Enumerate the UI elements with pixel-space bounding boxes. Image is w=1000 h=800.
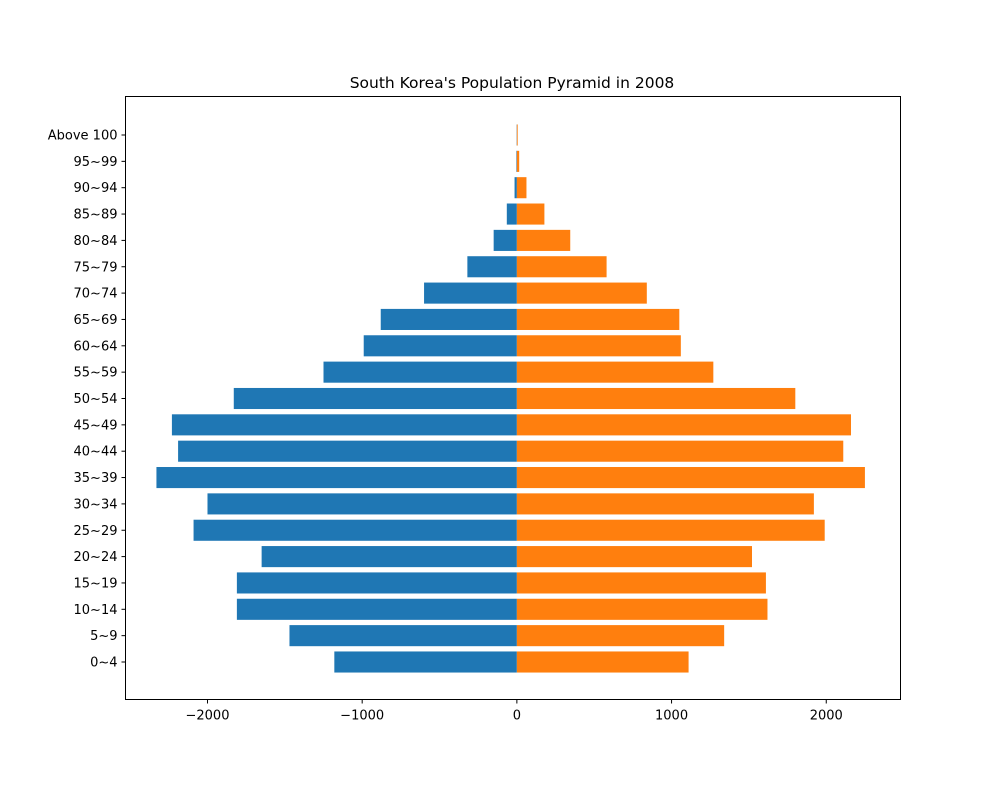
y-tick-label: 40~44 — [74, 445, 118, 460]
y-tick-label: 15~19 — [74, 576, 118, 591]
bar-right-15~19 — [516, 572, 766, 594]
bar-left-40~44 — [178, 440, 517, 462]
y-tick-label: 10~14 — [74, 603, 118, 618]
bar-left-95~99 — [516, 150, 518, 172]
y-tick-label: 75~79 — [74, 260, 118, 275]
bar-right-85~89 — [516, 203, 545, 225]
bar-right-45~49 — [516, 414, 851, 436]
y-tick-label: 5~9 — [90, 629, 117, 644]
bar-left-85~89 — [506, 203, 517, 225]
bar-right-80~84 — [516, 229, 571, 251]
y-axis-ticks: 0~4 5~9 10~14 15~19 20~24 25~29 30~34 35~39 40~4… — [48, 129, 126, 671]
bar-left-30~34 — [207, 493, 517, 515]
plot-frame — [125, 96, 901, 700]
y-tick-label: 0~4 — [90, 656, 117, 671]
bar-right-65~69 — [516, 308, 680, 330]
y-tick-label: Above 100 — [48, 129, 118, 144]
y-tick-label: 60~64 — [74, 339, 118, 354]
y-tick-label: 35~39 — [74, 471, 118, 486]
bar-right-20~24 — [516, 546, 752, 568]
bar-right-50~54 — [516, 387, 796, 410]
y-tick-label: 85~89 — [74, 208, 118, 223]
bar-right-95~99 — [516, 150, 520, 172]
bar-left-35~39 — [156, 467, 517, 489]
y-tick-label: 80~84 — [74, 234, 118, 249]
y-tick-label: 50~54 — [74, 392, 118, 407]
bar-right-75~79 — [516, 256, 607, 278]
y-tick-label: 70~74 — [74, 287, 118, 302]
bar-left-60~64 — [363, 335, 517, 357]
bar-right-Above 100 — [516, 124, 518, 146]
bar-right-5~9 — [516, 625, 725, 647]
bar-left-75~79 — [467, 256, 517, 278]
x-tick-label: 2000 — [810, 709, 843, 724]
bar-left-90~94 — [514, 177, 517, 199]
bar-left-70~74 — [424, 282, 517, 304]
y-tick-label: 90~94 — [74, 181, 118, 196]
x-tick-label: −1000 — [340, 709, 384, 724]
bar-left-50~54 — [233, 387, 517, 410]
bar-left-25~29 — [193, 519, 517, 541]
bar-right-70~74 — [516, 282, 647, 304]
y-tick-label: 25~29 — [74, 524, 118, 539]
bar-left-5~9 — [289, 625, 517, 647]
bar-right-25~29 — [516, 519, 825, 541]
bar-left-15~19 — [236, 572, 517, 594]
bar-right-30~34 — [516, 493, 814, 515]
y-tick-label: 45~49 — [74, 418, 118, 433]
bar-right-60~64 — [516, 335, 681, 357]
y-tick-label: 95~99 — [74, 155, 118, 170]
bar-right-40~44 — [516, 440, 844, 462]
x-tick-label: −2000 — [185, 709, 229, 724]
y-tick-label: 30~34 — [74, 497, 118, 512]
bar-left-20~24 — [261, 546, 517, 568]
x-axis-ticks: −2000 −1000 0 1000 2000 — [185, 699, 843, 724]
chart-title: South Korea's Population Pyramid in 2008 — [350, 74, 675, 92]
bars-group — [156, 124, 865, 673]
x-tick-label: 1000 — [655, 709, 688, 724]
y-tick-label: 65~69 — [74, 313, 118, 328]
bar-left-45~49 — [171, 414, 517, 436]
bar-right-10~14 — [516, 598, 768, 620]
bar-left-65~69 — [380, 308, 517, 330]
bar-right-55~59 — [516, 361, 714, 383]
bar-left-55~59 — [323, 361, 517, 383]
bar-right-90~94 — [516, 177, 527, 199]
bar-right-0~4 — [516, 651, 689, 673]
bar-left-0~4 — [334, 651, 517, 673]
bar-left-10~14 — [236, 598, 517, 620]
y-tick-label: 55~59 — [74, 366, 118, 381]
x-tick-label: 0 — [513, 709, 521, 724]
bar-right-35~39 — [516, 467, 865, 489]
bar-left-80~84 — [493, 229, 517, 251]
y-tick-label: 20~24 — [74, 550, 118, 565]
